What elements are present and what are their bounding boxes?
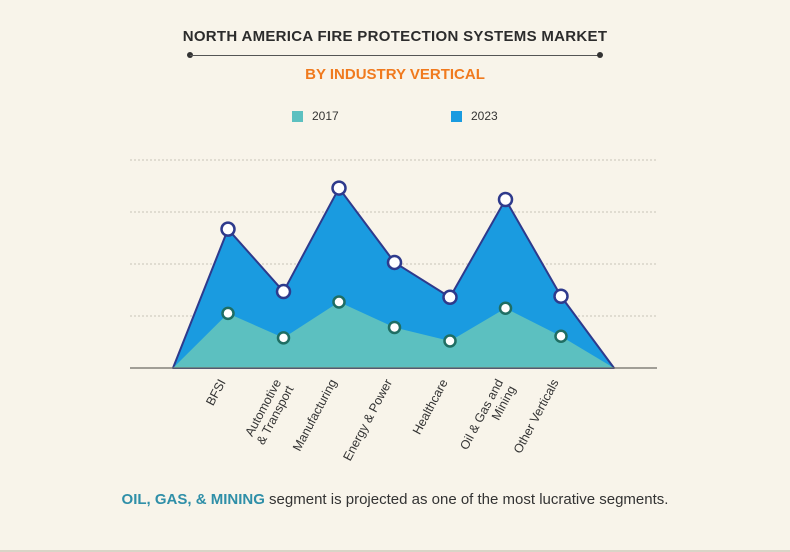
x-tick-label: Oil & Gas andMining: [457, 377, 518, 459]
title-divider: [190, 55, 600, 56]
data-point-2017: [443, 334, 457, 348]
footer-highlight: OIL, GAS, & MINING: [121, 491, 265, 508]
x-tick-label: Energy & Power: [340, 377, 395, 463]
bottom-border: [0, 550, 790, 552]
data-point-2017: [332, 295, 346, 309]
x-tick-label: Healthcare: [410, 377, 451, 437]
legend-item-2017: 2017: [292, 109, 339, 123]
data-point-2023: [497, 191, 514, 208]
footer-note: OIL, GAS, & MINING segment is projected …: [0, 491, 790, 508]
legend-swatch-2023: [451, 110, 462, 122]
x-tick-label-line: Manufacturing: [290, 377, 340, 454]
x-tick-label: BFSI: [203, 377, 228, 408]
data-point-2017: [498, 301, 513, 315]
data-point-2017: [387, 320, 402, 335]
data-point-2023: [442, 289, 458, 306]
title-rule-dot-right: [597, 52, 603, 58]
x-tick-label: Manufacturing: [290, 377, 340, 454]
data-point-2023: [275, 283, 292, 300]
data-point-2017: [276, 331, 291, 345]
x-tick-label-line: BFSI: [203, 377, 228, 408]
x-tick-label: Other Verticals: [511, 377, 562, 456]
footer-text: segment is projected as one of the most …: [264, 491, 669, 508]
legend-item-2023: 2023: [451, 109, 498, 123]
series-area-2017: [173, 301, 614, 368]
data-point-2017: [554, 329, 568, 344]
legend-label-2017: 2017: [312, 109, 339, 123]
data-point-2023: [331, 180, 347, 196]
x-tick-label-line: Other Verticals: [511, 377, 562, 456]
data-point-2023: [386, 254, 403, 271]
x-tick-label-line: Energy & Power: [340, 377, 395, 463]
data-point-2017: [221, 306, 235, 321]
chart-subtitle: BY INDUSTRY VERTICAL: [305, 66, 485, 83]
data-point-2023: [553, 288, 569, 304]
x-tick-label: Automotive& Transport: [241, 376, 296, 447]
data-point-2023: [220, 221, 236, 237]
legend-swatch-2017: [292, 110, 303, 122]
chart-title: NORTH AMERICA FIRE PROTECTION SYSTEMS MA…: [182, 28, 608, 45]
legend-label-2023: 2023: [471, 109, 498, 123]
x-tick-label-line: Healthcare: [410, 377, 451, 437]
